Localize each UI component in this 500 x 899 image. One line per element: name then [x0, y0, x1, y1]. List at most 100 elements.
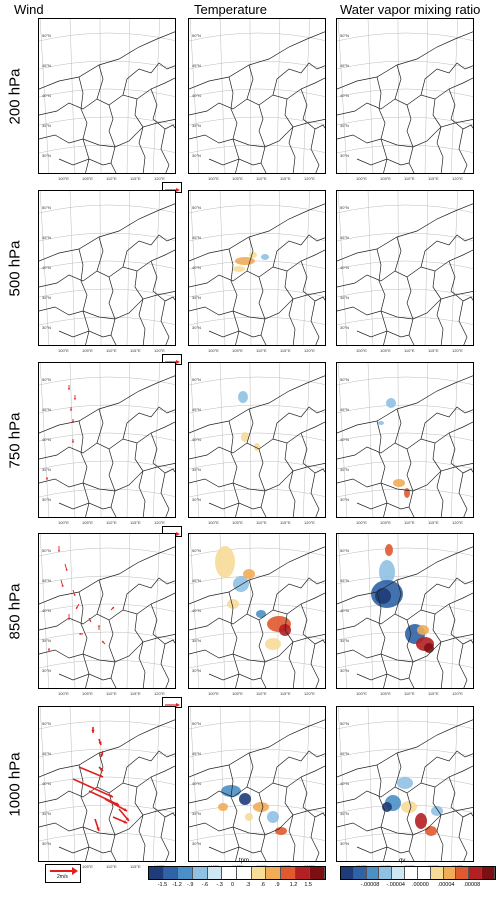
lat-label: 45°N [42, 407, 51, 412]
anomaly-patch [241, 432, 249, 442]
map-panel-vapor-3: 50°N 45°N 40°N 35°N 30°N [336, 533, 474, 689]
anomaly-patch [233, 266, 245, 272]
wind-arrow-head [123, 808, 127, 812]
row-label-text: 200 hPa [6, 68, 24, 124]
lat-label: 35°N [42, 295, 51, 300]
lon-label: 105°E [82, 691, 93, 696]
colorbar-swatch [430, 867, 444, 879]
lat-label: 35°N [340, 811, 349, 816]
map-graticule [39, 534, 175, 688]
lon-label: 100°E [356, 176, 367, 181]
anomaly-patch [375, 588, 391, 604]
map-graticule [39, 363, 175, 517]
lat-label: 35°N [42, 811, 51, 816]
row-label-text: 1000 hPa [6, 751, 24, 817]
colorbar-swatch [222, 867, 237, 879]
colorbar-tick-label: 1.5 [304, 882, 312, 888]
lat-label: 30°N [42, 153, 51, 158]
map-panel-vapor-4: 50°N 45°N 40°N 35°N 30°N [336, 706, 474, 862]
map-graticule [189, 707, 325, 861]
lat-label: 45°N [42, 63, 51, 68]
anomaly-patch [267, 811, 279, 823]
lat-label: 50°N [42, 33, 51, 38]
anomaly-patch [275, 827, 287, 835]
colorbar-swatch [405, 867, 418, 879]
anomaly-patch [218, 803, 228, 811]
anomaly-patch [233, 576, 249, 592]
row-label-text: 750 hPa [6, 412, 24, 468]
lon-label: 105°E [232, 348, 243, 353]
colorbar-tick-label: .9 [275, 882, 280, 888]
map-panel-temperature-1: 50°N 45°N 40°N 35°N 30°N [188, 190, 326, 346]
lon-label: 100°E [356, 691, 367, 696]
lat-label: 30°N [340, 325, 349, 330]
lat-label: 30°N [340, 841, 349, 846]
lon-label: 115°E [280, 176, 291, 181]
wind-arrow-head [47, 649, 51, 651]
lat-label: 45°N [42, 235, 51, 240]
wind-arrow-head [73, 593, 76, 596]
map-graticule [39, 19, 175, 173]
wind-arrow-head [71, 441, 75, 443]
lat-label: 45°N [192, 578, 201, 583]
lon-label: 120°E [154, 176, 165, 181]
lon-label: 115°E [428, 520, 439, 525]
lat-label: 40°N [340, 781, 349, 786]
colorbar-temperature [148, 866, 326, 880]
lat-label: 45°N [192, 235, 201, 240]
lon-label: 120°E [304, 520, 315, 525]
lat-label: 40°N [192, 437, 201, 442]
anomaly-patch [249, 252, 257, 258]
wind-arrow-head [98, 741, 102, 745]
column-title-vapor: Water vapor mixing ratio [340, 2, 481, 17]
map-boundaries [189, 203, 325, 345]
map-panel-temperature-3: 50°N 45°N 40°N 35°N 30°N [188, 533, 326, 689]
lon-label: 105°E [380, 348, 391, 353]
anomaly-patch [256, 610, 266, 618]
colorbar-swatch [443, 867, 457, 879]
row-label-3: 850 hPa [2, 561, 28, 661]
lon-label: 105°E [82, 864, 93, 869]
colorbar-swatch [310, 867, 325, 879]
map-graticule [337, 363, 473, 517]
map-graticule [39, 191, 175, 345]
wind-arrow-head [79, 632, 81, 636]
colorbar-swatch [207, 867, 223, 879]
anomaly-patch [404, 488, 410, 498]
lon-label: 100°E [58, 176, 69, 181]
lat-label: 35°N [340, 123, 349, 128]
lat-label: 30°N [42, 668, 51, 673]
anomaly-patch [245, 813, 253, 821]
wind-arrow-head [61, 584, 64, 587]
lon-label: 110°E [404, 520, 415, 525]
lat-label: 35°N [192, 295, 201, 300]
map-boundaries [39, 719, 175, 861]
lat-label: 30°N [340, 153, 349, 158]
lat-label: 45°N [192, 751, 201, 756]
colorbar-tick-label: .3 [245, 882, 251, 888]
colorbar-swatch [366, 867, 380, 879]
lat-label: 35°N [192, 811, 201, 816]
anomaly-patch [431, 806, 443, 816]
lat-label: 30°N [192, 841, 201, 846]
wind-arrow-head [89, 619, 92, 622]
map-panel-vapor-2: 50°N 45°N 40°N 35°N 30°N [336, 362, 474, 518]
colorbar-vapor-title: qv [399, 858, 406, 864]
row-label-4: 1000 hPa [2, 734, 28, 834]
lat-label: 50°N [192, 205, 201, 210]
anomaly-patch [227, 599, 239, 609]
lat-label: 35°N [340, 295, 349, 300]
lon-label: 100°E [208, 348, 219, 353]
map-boundaries [39, 31, 175, 173]
anomaly-patch [424, 643, 434, 653]
wind-arrow-head [111, 607, 114, 610]
lon-label: 110°E [256, 691, 267, 696]
column-title-temperature: Temperature [194, 2, 267, 17]
lon-label: 115°E [428, 176, 439, 181]
colorbar-tick-label: .00004 [437, 882, 455, 888]
colorbar-swatch [341, 867, 354, 879]
map-boundaries [39, 546, 175, 688]
wind-arrow-head [97, 625, 101, 627]
lat-label: 45°N [192, 63, 201, 68]
anomaly-patch [386, 398, 396, 408]
